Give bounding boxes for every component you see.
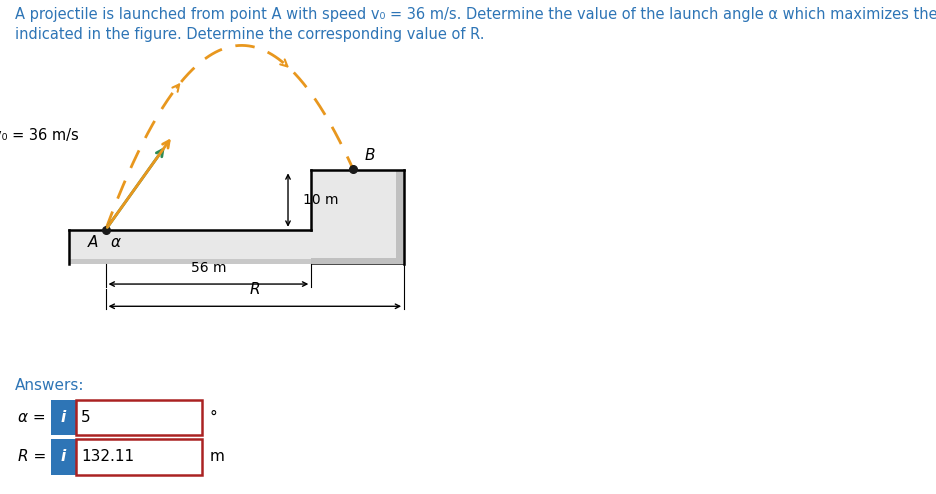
Bar [396,170,403,264]
Text: 132.11: 132.11 [81,450,134,464]
Bar [69,230,311,264]
Bar [76,400,201,435]
Text: A projectile is launched from point A with speed v₀ = 36 m/s. Determine the valu: A projectile is launched from point A wi… [15,7,936,22]
Text: indicated in the figure. Determine the corresponding value of R.: indicated in the figure. Determine the c… [15,27,484,42]
Bar [311,170,403,264]
Text: °: ° [210,410,217,425]
Text: 56 m: 56 m [191,261,226,275]
Text: i: i [61,450,66,464]
Text: 10 m: 10 m [302,193,338,207]
Bar [76,439,201,475]
Text: m: m [210,450,225,464]
Bar [51,439,76,475]
Bar [51,400,76,435]
Text: α =: α = [19,410,46,425]
Text: 5: 5 [81,410,91,425]
Text: R: R [249,283,260,297]
Text: A: A [87,235,97,249]
Text: α: α [110,235,121,249]
Text: R =: R = [18,450,46,464]
Bar [69,259,311,264]
Text: i: i [61,410,66,425]
Text: B: B [364,148,375,163]
Bar [311,258,403,264]
Text: Answers:: Answers: [15,378,84,393]
Text: v₀ = 36 m/s: v₀ = 36 m/s [0,128,79,143]
